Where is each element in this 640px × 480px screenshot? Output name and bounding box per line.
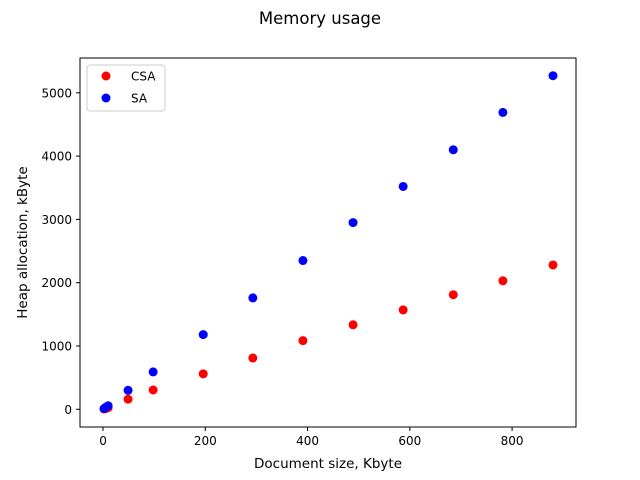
legend: CSA SA <box>86 64 166 112</box>
data-point-csa <box>298 336 308 346</box>
data-point-csa <box>548 260 558 270</box>
data-point-sa <box>348 218 358 228</box>
x-axis-label: Document size, Kbyte <box>254 456 402 472</box>
data-point-sa <box>198 330 208 340</box>
data-point-csa <box>148 385 158 395</box>
data-point-sa <box>548 71 558 81</box>
data-point-csa <box>198 369 208 379</box>
x-tick-label: 800 <box>501 434 524 448</box>
data-point-sa <box>298 256 308 266</box>
data-point-csa <box>123 394 133 404</box>
y-tick-label: 0 <box>64 403 72 417</box>
data-point-sa <box>248 293 258 303</box>
data-point-csa <box>448 290 458 300</box>
plot-points <box>99 71 558 414</box>
legend-marker-csa <box>101 71 111 81</box>
legend-label-sa: SA <box>131 92 148 106</box>
data-point-csa <box>248 353 258 363</box>
data-point-sa <box>123 385 133 395</box>
data-point-sa <box>498 107 508 117</box>
data-point-csa <box>398 305 408 315</box>
y-tick-label: 2000 <box>41 276 72 290</box>
x-tick-label: 600 <box>398 434 421 448</box>
data-point-csa <box>498 276 508 286</box>
y-tick-label: 4000 <box>41 150 72 164</box>
y-axis-ticks: 0 1000 2000 3000 4000 5000 <box>41 86 80 417</box>
x-tick-label: 400 <box>296 434 319 448</box>
y-tick-label: 5000 <box>41 86 72 100</box>
chart-title: Memory usage <box>259 9 381 28</box>
data-point-sa <box>148 367 158 377</box>
y-tick-label: 3000 <box>41 213 72 227</box>
data-point-sa <box>398 181 408 191</box>
data-point-csa <box>348 320 358 330</box>
x-axis-ticks: 0 200 400 600 800 <box>99 427 524 448</box>
data-point-sa <box>448 145 458 155</box>
y-tick-label: 1000 <box>41 339 72 353</box>
x-tick-label: 200 <box>194 434 217 448</box>
x-tick-label: 0 <box>99 434 107 448</box>
legend-marker-sa <box>101 93 111 103</box>
data-point-sa <box>103 401 113 411</box>
y-axis-label: Heap allocation, kByte <box>15 166 31 318</box>
plot-frame <box>79 57 577 428</box>
legend-label-csa: CSA <box>131 70 156 84</box>
